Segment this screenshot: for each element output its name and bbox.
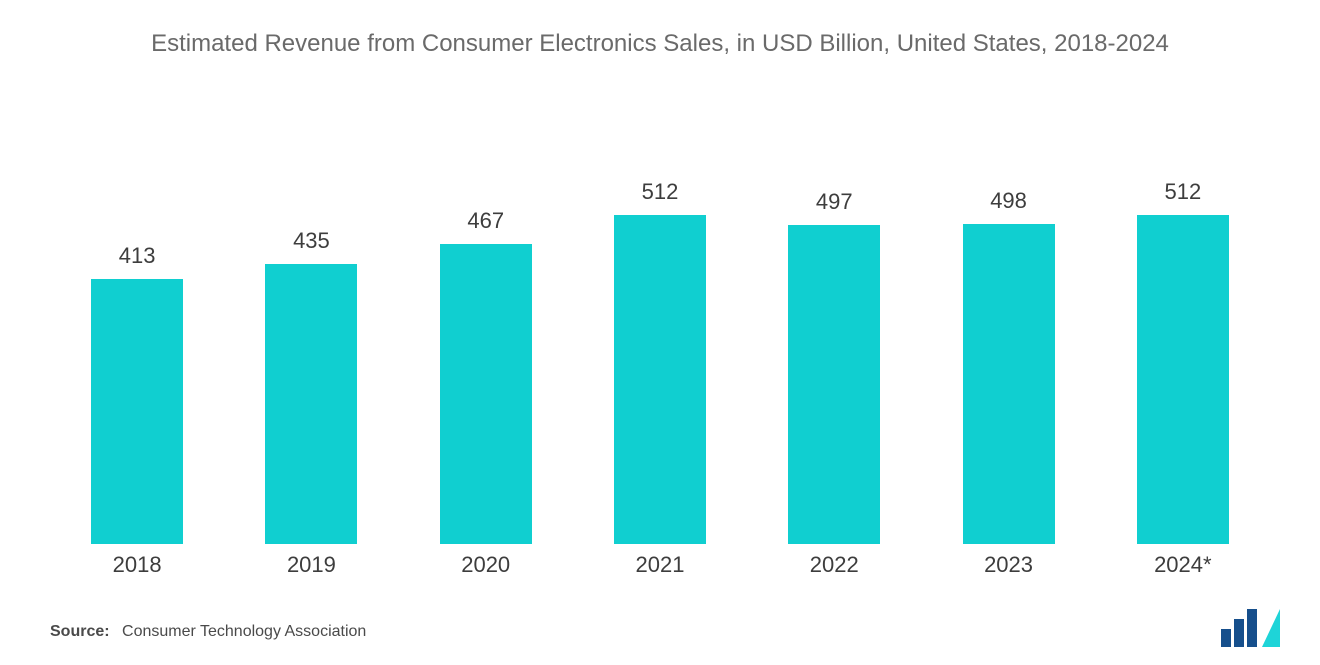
logo-bar-icon (1234, 619, 1244, 647)
bar-group: 467 (399, 145, 573, 544)
source-label: Source: (50, 623, 110, 640)
bar-group: 497 (747, 145, 921, 544)
bar (963, 224, 1055, 544)
x-axis-label: 2021 (573, 552, 747, 578)
chart-plot-area: 413 435 467 512 497 498 512 (50, 145, 1270, 545)
bar (788, 225, 880, 545)
bar-value-label: 467 (467, 208, 504, 234)
x-axis-labels: 2018 2019 2020 2021 2022 2023 2024* (50, 552, 1270, 578)
x-axis-label: 2023 (921, 552, 1095, 578)
bar-group: 512 (1096, 145, 1270, 544)
x-axis-label: 2019 (224, 552, 398, 578)
bar-value-label: 435 (293, 228, 330, 254)
bar (614, 215, 706, 544)
bar (440, 244, 532, 544)
bar (1137, 215, 1229, 544)
bar-group: 413 (50, 145, 224, 544)
x-axis-label: 2022 (747, 552, 921, 578)
x-axis-label: 2018 (50, 552, 224, 578)
bar-value-label: 512 (1164, 179, 1201, 205)
bar-group: 512 (573, 145, 747, 544)
logo-triangle-icon (1262, 609, 1280, 647)
chart-title: Estimated Revenue from Consumer Electron… (0, 0, 1320, 60)
bar-group: 498 (921, 145, 1095, 544)
bar (265, 264, 357, 544)
source-text: Consumer Technology Association (122, 623, 366, 640)
bar (91, 279, 183, 545)
bar-group: 435 (224, 145, 398, 544)
brand-logo (1221, 609, 1280, 647)
bar-value-label: 512 (642, 179, 679, 205)
source-citation: Source: Consumer Technology Association (50, 623, 366, 641)
x-axis-label: 2024* (1096, 552, 1270, 578)
bar-value-label: 498 (990, 188, 1027, 214)
bar-value-label: 497 (816, 189, 853, 215)
logo-bar-icon (1221, 629, 1231, 647)
logo-bar-icon (1247, 609, 1257, 647)
x-axis-label: 2020 (399, 552, 573, 578)
bar-value-label: 413 (119, 243, 156, 269)
